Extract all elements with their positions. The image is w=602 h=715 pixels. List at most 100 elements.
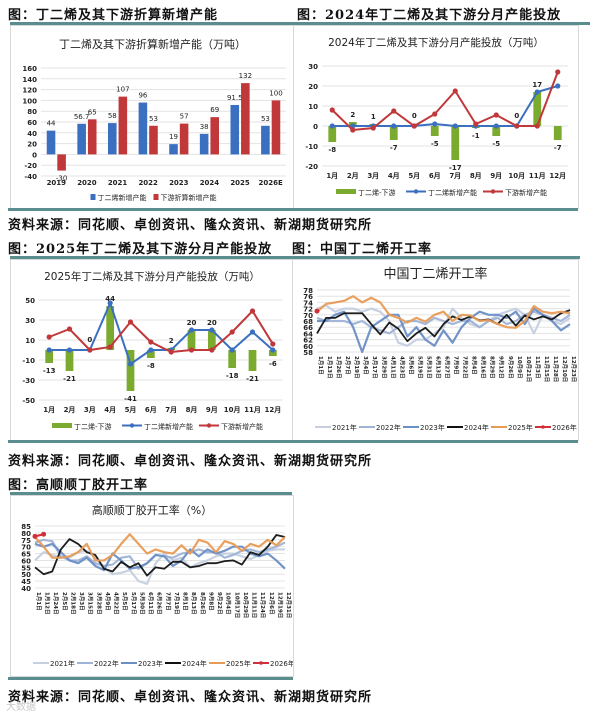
- y-tick-label: 66: [303, 324, 313, 332]
- data-label: 20: [187, 319, 197, 327]
- x-tick-label: 1月26日: [335, 356, 343, 378]
- marker: [46, 334, 52, 340]
- legend-label: 2022年: [94, 659, 119, 668]
- marker: [452, 123, 458, 129]
- legend-swatch: [336, 189, 356, 194]
- watermark: 大数据: [6, 702, 36, 713]
- x-tick-label: 5月31日: [425, 356, 433, 378]
- x-tick-label: 1月13日: [326, 356, 334, 378]
- data-label: -41: [124, 395, 137, 403]
- x-tick-label: 5月6日: [407, 356, 415, 375]
- bar: [553, 126, 562, 140]
- x-tick-label: 5月: [408, 172, 420, 180]
- marker: [493, 112, 499, 118]
- x-tick-label: 2月: [64, 406, 76, 414]
- marker: [148, 339, 154, 345]
- data-label: -8: [147, 362, 155, 370]
- x-tick-label: 9月22日: [216, 592, 224, 614]
- bar: [328, 126, 337, 142]
- x-tick-label: 2026E: [259, 179, 283, 187]
- marker: [107, 300, 113, 306]
- x-tick-label: 3月15日: [87, 592, 95, 614]
- x-tick-label: 1月1日: [35, 592, 43, 611]
- bar: [87, 119, 97, 155]
- legend-label: 2024年: [182, 659, 207, 668]
- data-label: 58: [108, 112, 117, 120]
- x-tick-label: 10月9日: [516, 356, 524, 378]
- legend-label: 2023年: [420, 423, 445, 432]
- marker: [534, 123, 540, 129]
- chart-panel-1: 丁二烯及其下游折算新增产能（万吨） 160 140 120 100 80 60 40 20 0 -2…: [10, 25, 295, 209]
- y-tick-label: 55: [21, 564, 31, 572]
- bar: [210, 117, 220, 155]
- bar: [492, 126, 501, 136]
- x-tick-label: 8月26日: [199, 592, 207, 614]
- x-tick-label: 11月28日: [552, 356, 560, 382]
- series-line: [48, 309, 274, 354]
- x-tick-label: 11月: [529, 172, 546, 180]
- data-label: -6: [269, 360, 277, 368]
- x-tick-label: 6月27日: [444, 356, 452, 378]
- legend-marker: [413, 189, 419, 194]
- chart-panel-2: 2024年丁二烯及其下游分月产能投放（万吨） 30 20 10 0 -10 -20 -8 1月 2…: [293, 25, 579, 209]
- x-tick-label: 3月17日: [371, 356, 379, 378]
- x-tick-label: 7月7日: [164, 592, 172, 611]
- chart-title: 中国丁二烯开工率: [383, 266, 487, 282]
- marker: [314, 308, 320, 314]
- x-tick-label: 8月1日: [182, 592, 190, 611]
- x-tick-label: 8月16日: [480, 356, 488, 378]
- series-line: [34, 542, 286, 572]
- x-tick-label: 4月11日: [389, 356, 397, 378]
- bar: [451, 126, 460, 160]
- x-tick-label: 12月31日: [285, 592, 293, 618]
- x-tick-label: 11月15日: [543, 356, 551, 382]
- data-label: 53: [149, 115, 158, 123]
- combo-chart-2025-monthly: 2025年丁二烯及其下游分月产能投放（万吨） 50 30 10 -10 -30 -50 -13…: [22, 270, 283, 431]
- y-tick-label: -10: [22, 357, 35, 365]
- x-tick-label: 12月: [264, 406, 281, 414]
- legend-marker: [129, 423, 135, 428]
- x-tick-label: 12月6日: [268, 592, 276, 614]
- legend-swatch: [153, 194, 159, 200]
- combo-chart-2024-monthly: 2024年丁二烯及其下游分月产能投放（万吨）3020100-10-20-81月2…: [305, 36, 568, 197]
- bar: [268, 350, 277, 356]
- y-tick-label: 68: [303, 318, 313, 326]
- legend-label: 下游折算新增产能: [161, 193, 217, 202]
- x-tick-label: 10月21日: [525, 356, 533, 382]
- x-tick-label: 9月26日: [507, 356, 515, 378]
- y-tick-label: 60: [303, 343, 313, 351]
- legend-label: 2026年: [270, 659, 293, 668]
- bar: [228, 350, 237, 368]
- marker: [432, 111, 438, 117]
- marker: [209, 347, 215, 353]
- panel-rule: [8, 208, 578, 211]
- panel-rule: [8, 440, 578, 443]
- chart-panel-4: 中国丁二烯开工率 78 76 74 72 70 68 66 64 62 60 58 1月1日 1月13日 1…: [292, 259, 579, 441]
- marker: [87, 347, 93, 353]
- legend-label: 2022年: [376, 423, 401, 432]
- chart-title: 2025年丁二烯及其下游分月产能投放（万吨）: [44, 270, 260, 283]
- y-tick-label: 85: [21, 523, 31, 531]
- marker: [46, 347, 52, 353]
- y-tick-label: -50: [22, 397, 35, 405]
- source-note-2: 资料来源：同花顺、卓创资讯、隆众资讯、新湖期货研究所: [8, 454, 373, 469]
- marker: [350, 127, 356, 133]
- bar: [65, 350, 74, 371]
- data-label: -5: [431, 140, 439, 148]
- data-label: 38: [200, 123, 209, 131]
- series-line: [34, 533, 286, 562]
- marker: [41, 531, 47, 537]
- legend-label: 丁二烯新增产能: [428, 188, 477, 197]
- bar: [106, 306, 115, 350]
- y-tick-label: 72: [303, 306, 313, 314]
- data-label: 44: [47, 120, 56, 128]
- y-tick-label: 0: [313, 123, 318, 131]
- y-tick-label: 0: [32, 151, 37, 159]
- x-tick-label: 2020: [77, 179, 97, 187]
- x-tick-label: 8月13日: [190, 592, 198, 614]
- x-tick-label: 7月22日: [462, 356, 470, 378]
- x-tick-label: 2019: [47, 179, 67, 187]
- x-tick-label: 8月: [186, 406, 198, 414]
- y-tick-label: 100: [22, 97, 37, 105]
